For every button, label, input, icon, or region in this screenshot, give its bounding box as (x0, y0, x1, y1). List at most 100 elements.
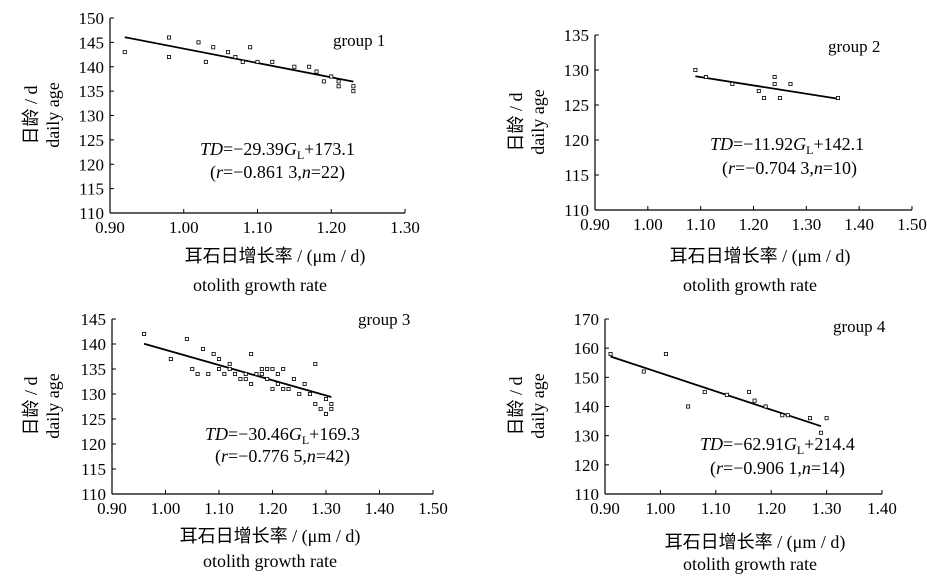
data-point (824, 416, 829, 421)
data-point (243, 376, 248, 381)
regression-line (143, 342, 332, 398)
group-label: group 4 (833, 317, 886, 336)
x-tick-label: 1.30 (812, 499, 842, 518)
data-point (227, 366, 232, 371)
data-point (216, 366, 221, 371)
y-axis-label-en: daily age (528, 373, 548, 438)
x-tick-label: 0.90 (95, 218, 125, 237)
regression-equation: TD=−30.46GL+169.3 (205, 424, 360, 447)
data-point (190, 366, 195, 371)
x-tick-label: 1.30 (311, 499, 341, 518)
equation-coef: =−29.39 (223, 139, 284, 159)
stats-n-symbol: n (307, 446, 316, 466)
data-point (142, 331, 147, 336)
group-label: group 1 (333, 31, 385, 50)
y-tick-label: 140 (574, 398, 600, 417)
x-tick-label: 1.10 (243, 218, 273, 237)
data-point (281, 366, 286, 371)
y-tick-label: 130 (564, 61, 590, 80)
data-point (329, 74, 334, 79)
data-point (166, 35, 171, 40)
data-point (286, 386, 291, 391)
x-tick-label: 1.50 (418, 499, 448, 518)
data-point (249, 381, 254, 386)
y-tick-label: 110 (79, 204, 104, 223)
x-tick-label: 1.40 (844, 215, 874, 234)
data-point (772, 82, 777, 87)
equation-subscript: L (297, 148, 304, 162)
data-point (195, 371, 200, 376)
stats-r-symbol: r (216, 162, 224, 182)
y-tick-label: 120 (79, 155, 105, 174)
data-point (788, 82, 793, 87)
equation-coef: =−30.46 (228, 424, 289, 444)
regression-equation: TD=−11.92GL+142.1 (710, 134, 864, 157)
data-point (693, 68, 698, 73)
y-axis-label-cn: 日龄 / d (506, 92, 526, 151)
data-point (336, 79, 341, 84)
x-tick-label: 1.10 (204, 499, 234, 518)
y-axis-label-cn: 日龄 / d (506, 376, 526, 435)
data-point (168, 356, 173, 361)
chart-panel-2: 110 115 120 125 130 135 0.90 1.00 1.10 1.20 1.30 1.… (506, 26, 927, 295)
x-axis-label-cn: 耳石日增长率 / (μm / d) (670, 246, 851, 267)
regression-line (695, 75, 839, 100)
data-point (259, 371, 264, 376)
data-point (752, 398, 757, 403)
equation-intercept: +214.4 (804, 434, 855, 454)
y-tick-label: 125 (564, 96, 590, 115)
y-tick-label: 130 (79, 107, 105, 126)
data-point (329, 401, 334, 406)
equation-lhs: TD (700, 434, 723, 454)
y-axis-label-en: daily age (528, 89, 548, 154)
y-tick-label: 145 (79, 33, 105, 52)
y-tick-label: 115 (79, 180, 104, 199)
data-point (608, 351, 613, 356)
y-axis-label-en: daily age (43, 82, 63, 147)
data-point (351, 84, 356, 89)
y-tick-label: 110 (574, 485, 599, 504)
data-point (270, 386, 275, 391)
y-tick-label: 120 (81, 435, 107, 454)
data-point (292, 64, 297, 69)
data-point (772, 75, 777, 80)
y-tick-label: 130 (81, 385, 107, 404)
x-tick-label: 1.00 (151, 499, 181, 518)
stats-r-value: =−0.861 3, (223, 162, 302, 182)
data-point (270, 59, 275, 64)
stats-n-value: =14) (811, 458, 845, 479)
x-axis-label-en: otolith growth rate (683, 554, 817, 574)
data-point (686, 404, 691, 409)
stats-n-value: =22) (311, 162, 345, 183)
x-tick-label: 0.90 (580, 215, 610, 234)
data-point (307, 391, 312, 396)
y-tick-label: 115 (81, 460, 106, 479)
data-point (756, 89, 761, 94)
x-tick-label: 0.90 (590, 499, 620, 518)
x-tick-label: 1.30 (791, 215, 821, 234)
y-tick-label: 125 (81, 410, 107, 429)
data-point (323, 396, 328, 401)
y-tick-label: 115 (564, 166, 589, 185)
data-point (249, 351, 254, 356)
equation-var: G (284, 139, 297, 159)
data-point (307, 64, 312, 69)
data-point (216, 356, 221, 361)
x-tick-label: 1.00 (633, 215, 663, 234)
equation-lhs: TD (205, 424, 228, 444)
stats-paren: ( (215, 446, 221, 467)
y-tick-label: 110 (564, 201, 589, 220)
x-tick-label: 1.10 (686, 215, 716, 234)
y-axis-label: 日龄 / d daily age (506, 89, 548, 154)
x-axis-label-cn: 耳石日增长率 / (μm / d) (185, 246, 366, 267)
data-point (259, 366, 264, 371)
group-label: group 3 (358, 310, 410, 329)
x-tick-label: 1.00 (169, 218, 199, 237)
x-tick-label: 1.20 (739, 215, 769, 234)
equation-intercept: +142.1 (814, 134, 865, 154)
equation-lhs: TD (710, 134, 733, 154)
stats-r-symbol: r (728, 158, 736, 178)
y-tick-label: 135 (81, 360, 107, 379)
